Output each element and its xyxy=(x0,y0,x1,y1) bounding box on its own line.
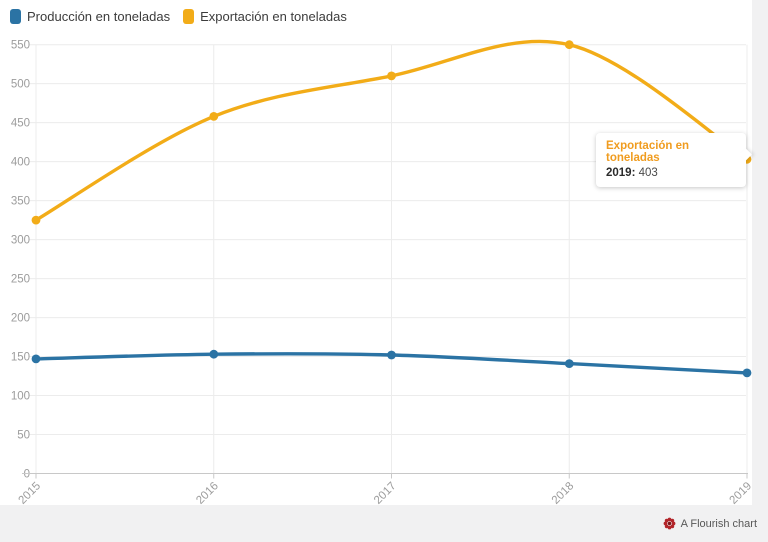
y-axis-label: 300 xyxy=(11,235,30,247)
tooltip-year: 2019: xyxy=(606,167,636,179)
legend-label-produccion: Producción en toneladas xyxy=(27,9,171,24)
tooltip-value-line: 2019: 403 xyxy=(606,167,736,179)
flourish-flower-icon xyxy=(663,517,675,530)
data-point-produccion-2019[interactable] xyxy=(742,368,752,378)
plot-area: 0 50 100 150 200 250 300 350 400 450 500 550 2015 201… xyxy=(11,40,752,505)
y-axis-label: 400 xyxy=(11,157,30,169)
x-axis-label: 2015 xyxy=(17,480,44,505)
y-axis-label: 250 xyxy=(11,274,30,286)
footer-bar: A Flourish chart xyxy=(0,505,768,542)
x-axis-label: 2016 xyxy=(194,480,221,505)
tooltip-series-title: Exportación en toneladas xyxy=(606,140,690,164)
data-point-produccion-2017[interactable] xyxy=(387,350,396,360)
y-axis-label: 200 xyxy=(11,313,30,325)
tooltip: Exportación en toneladas 2019: 403 xyxy=(596,133,752,187)
legend-swatch-produccion xyxy=(10,9,21,24)
y-axis-label: 150 xyxy=(11,352,30,364)
legend-item-exportacion[interactable]: Exportación en toneladas xyxy=(183,8,347,25)
x-axis-label: 2019 xyxy=(728,480,752,505)
y-axis-label: 0 xyxy=(24,469,30,481)
legend-item-produccion[interactable]: Producción en toneladas xyxy=(10,8,170,25)
data-point-exportacion-2018[interactable] xyxy=(564,40,574,50)
y-axis-label: 100 xyxy=(11,391,30,403)
x-axis-label: 2018 xyxy=(550,480,577,505)
x-axis-label: 2017 xyxy=(372,480,399,505)
legend-label-exportacion: Exportación en toneladas xyxy=(200,9,347,24)
data-point-produccion-2016[interactable] xyxy=(209,349,219,359)
y-axis-label: 500 xyxy=(11,79,30,91)
chart-card: Producción en toneladas Exportación en t… xyxy=(0,0,752,505)
data-point-exportacion-2015[interactable] xyxy=(31,215,41,225)
flourish-credit-label: A Flourish chart xyxy=(680,517,757,530)
legend: Producción en toneladas Exportación en t… xyxy=(10,8,347,25)
tooltip-value: 403 xyxy=(638,167,658,179)
y-axis-label: 50 xyxy=(17,430,30,442)
y-axis-label: 350 xyxy=(11,196,30,208)
data-point-exportacion-2017[interactable] xyxy=(387,71,396,81)
data-point-produccion-2018[interactable] xyxy=(564,359,574,368)
data-point-produccion-2015[interactable] xyxy=(31,354,41,364)
legend-swatch-exportacion xyxy=(183,9,195,24)
y-axis-label: 550 xyxy=(11,40,30,52)
data-point-exportacion-2016[interactable] xyxy=(209,112,219,121)
flourish-credit[interactable]: A Flourish chart xyxy=(663,517,757,530)
y-axis-label: 450 xyxy=(11,118,30,130)
